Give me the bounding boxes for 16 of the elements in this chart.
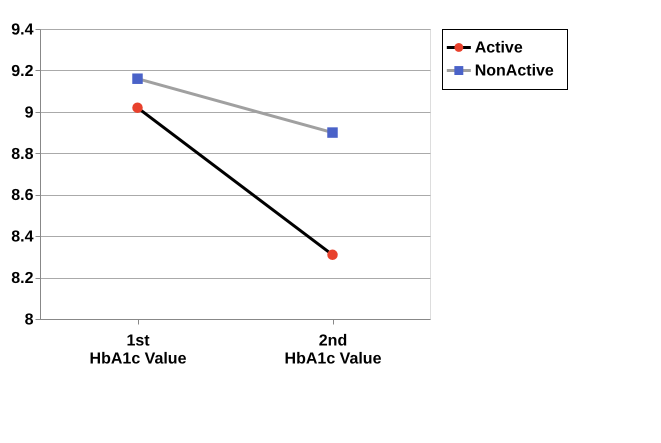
x-tick-label: 1st HbA1c Value [90, 332, 187, 368]
y-tick-label: 8.8 [11, 146, 34, 163]
y-tick-label: 8.2 [11, 270, 34, 288]
y-tick-label: 9.2 [11, 62, 34, 80]
x-tick-label: 2nd HbA1c Value [284, 332, 382, 368]
y-tick-label: 8.4 [11, 228, 34, 246]
y-tick-label: 8 [24, 312, 34, 328]
point [132, 102, 143, 113]
y-tick-label: 9.4 [11, 22, 34, 38]
y-tick-label: 8.6 [11, 187, 34, 204]
y-tick-label: 9 [24, 104, 34, 122]
point [327, 127, 338, 138]
legend-label: NonActive [474, 62, 554, 80]
point [327, 250, 338, 260]
point [132, 73, 143, 84]
legend-label: Active [474, 39, 523, 56]
